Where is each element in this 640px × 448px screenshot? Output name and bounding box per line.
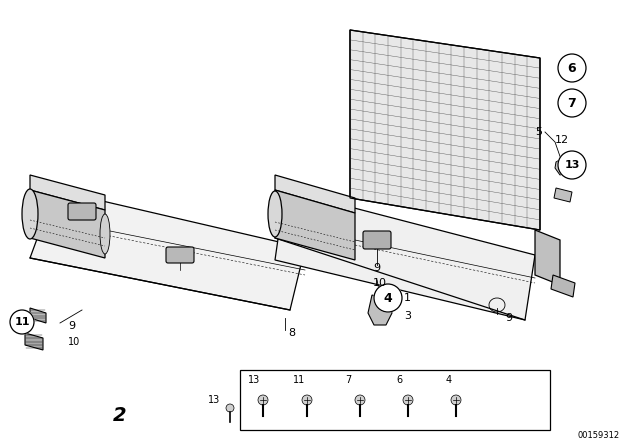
FancyBboxPatch shape (166, 247, 194, 263)
Polygon shape (30, 308, 46, 323)
Text: 11: 11 (14, 317, 29, 327)
Polygon shape (275, 190, 535, 320)
Circle shape (558, 89, 586, 117)
Text: 7: 7 (345, 375, 351, 385)
Text: 6: 6 (568, 61, 576, 74)
Ellipse shape (22, 189, 38, 239)
Text: 3: 3 (404, 311, 411, 321)
Text: 9: 9 (373, 263, 380, 273)
Polygon shape (535, 230, 560, 285)
Circle shape (258, 395, 268, 405)
Text: 12: 12 (555, 135, 569, 145)
Circle shape (558, 54, 586, 82)
Text: 13: 13 (208, 395, 220, 405)
FancyBboxPatch shape (363, 231, 391, 249)
Text: 9: 9 (68, 321, 75, 331)
Polygon shape (275, 190, 355, 260)
Polygon shape (30, 190, 305, 310)
Text: 4: 4 (383, 292, 392, 305)
Circle shape (403, 395, 413, 405)
Circle shape (558, 151, 586, 179)
Polygon shape (551, 275, 575, 297)
Polygon shape (368, 295, 392, 325)
Text: 6: 6 (396, 375, 402, 385)
Circle shape (10, 310, 34, 334)
Circle shape (355, 395, 365, 405)
Text: 7: 7 (568, 96, 577, 109)
Circle shape (302, 395, 312, 405)
Text: 9: 9 (505, 313, 512, 323)
Circle shape (451, 395, 461, 405)
Text: 11: 11 (293, 375, 305, 385)
Text: 00159312: 00159312 (578, 431, 620, 440)
Text: 2: 2 (113, 405, 127, 425)
Text: 10: 10 (68, 337, 80, 347)
Text: 13: 13 (248, 375, 260, 385)
FancyBboxPatch shape (68, 203, 96, 220)
Bar (240, 370, 550, 430)
Text: 8: 8 (288, 328, 295, 338)
Polygon shape (555, 158, 570, 175)
Ellipse shape (268, 191, 282, 237)
Text: 1: 1 (404, 293, 411, 303)
Text: 10: 10 (373, 278, 387, 288)
Text: 13: 13 (564, 160, 580, 170)
Polygon shape (30, 175, 105, 210)
Circle shape (226, 404, 234, 412)
Text: 4: 4 (446, 375, 452, 385)
Polygon shape (275, 175, 355, 213)
Polygon shape (554, 188, 572, 202)
Circle shape (374, 284, 402, 312)
Polygon shape (350, 30, 540, 230)
Ellipse shape (100, 214, 110, 254)
Text: 5: 5 (535, 127, 542, 137)
Polygon shape (25, 333, 43, 350)
Polygon shape (30, 190, 105, 258)
